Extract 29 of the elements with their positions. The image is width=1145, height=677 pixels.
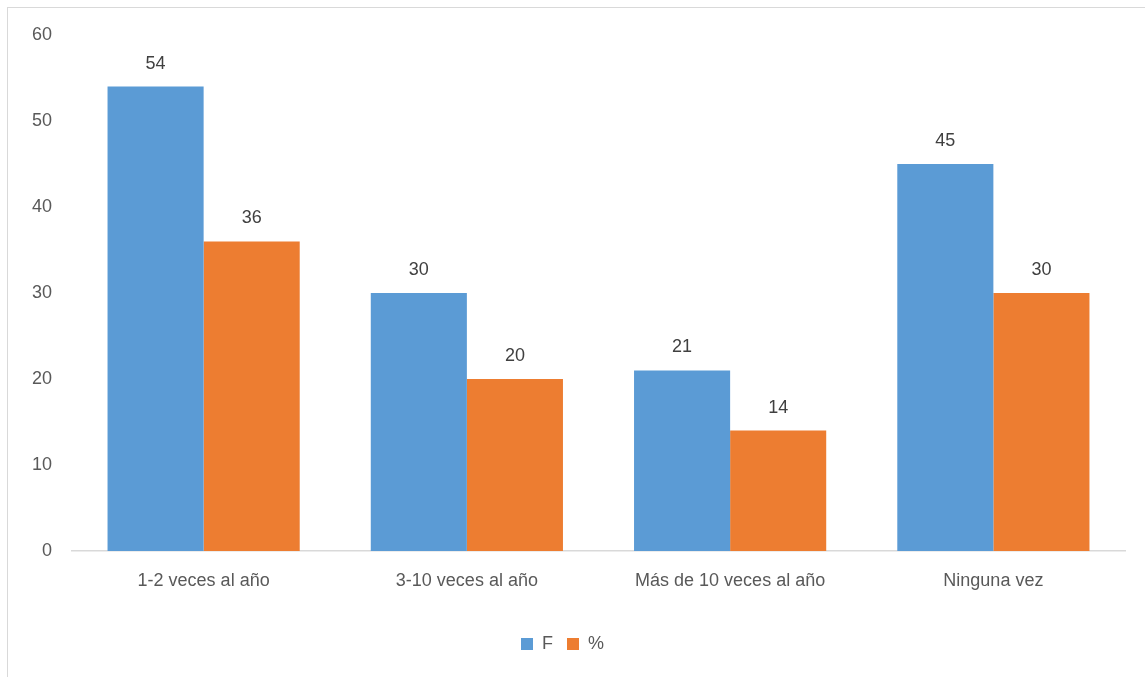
data-label: 20 [504,344,525,365]
bar [993,293,1090,551]
bar [370,293,467,551]
x-tick-label: 3-10 veces al año [395,569,538,590]
bar [203,241,300,551]
bar [634,370,731,551]
legend-label: % [588,632,605,653]
y-tick-label: 50 [31,109,52,130]
y-tick-label: 60 [31,23,52,44]
data-label: 30 [1031,258,1052,279]
bar [107,86,204,551]
bar [730,430,827,551]
legend-label: F [542,632,553,653]
data-label: 21 [672,336,693,357]
bar [466,379,563,551]
data-label: 45 [935,129,956,150]
data-label: 54 [145,52,166,73]
data-label: 36 [241,207,262,228]
data-label: 14 [768,396,789,417]
y-tick-label: 40 [31,195,52,216]
x-tick-label: Ninguna vez [943,569,1044,590]
x-tick-label: Más de 10 veces al año [635,569,826,590]
y-tick-label: 30 [31,281,52,302]
bar [897,164,994,551]
x-tick-label: 1-2 veces al año [137,569,270,590]
y-tick-label: 0 [41,539,52,560]
y-tick-label: 20 [31,367,52,388]
data-label: 30 [408,258,429,279]
y-tick-label: 10 [31,453,52,474]
